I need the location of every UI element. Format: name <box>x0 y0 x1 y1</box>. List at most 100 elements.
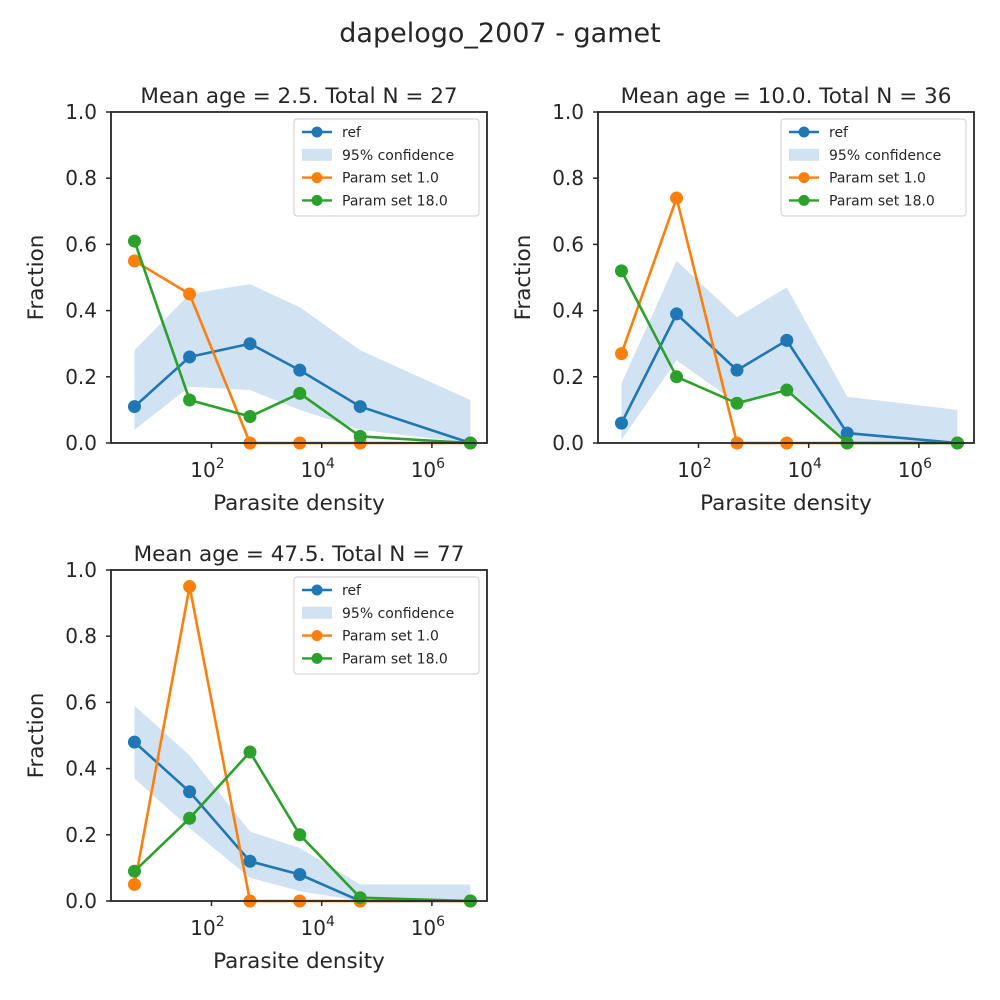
legend-marker <box>798 126 810 138</box>
legend-marker <box>798 172 810 184</box>
chart-panel-3: 0.0 0.2 0.4 0.6 0.8 1.0 102 104 106 Mean age = 47… <box>24 542 488 974</box>
data-point-p18 <box>353 429 367 443</box>
legend-marker <box>311 652 323 664</box>
legend-marker <box>311 584 323 596</box>
legend-label: Param set 18.0 <box>342 651 448 667</box>
data-point-ref <box>293 868 307 882</box>
confidence-band <box>621 260 958 443</box>
data-point-ref <box>127 735 141 749</box>
data-point-ref <box>614 416 628 430</box>
y-tick-label: 0.8 <box>65 166 97 190</box>
data-point-p18 <box>730 396 744 410</box>
panel-title: Mean age = 10.0. Total N = 36 <box>621 84 952 109</box>
legend-patch <box>302 148 332 161</box>
confidence-band <box>134 284 471 443</box>
data-point-p1 <box>127 254 141 268</box>
data-point-p18 <box>780 383 794 397</box>
chart-panels: 0.0 0.2 0.4 0.6 0.8 1.0 102 104 106 Mean age = 2.… <box>24 84 975 974</box>
axes-frame <box>110 111 488 444</box>
legend-marker <box>798 194 810 206</box>
data-point-p18 <box>293 386 307 400</box>
data-point-p1 <box>670 191 684 205</box>
x-tick-label: 102 <box>190 914 224 940</box>
x-tick-label: 102 <box>190 456 224 482</box>
panel-title: Mean age = 2.5. Total N = 27 <box>140 84 457 109</box>
data-point-p1 <box>183 580 197 594</box>
y-tick-label: 1.0 <box>552 100 584 124</box>
chart-panel-2: 0.0 0.2 0.4 0.6 0.8 1.0 102 104 106 Mean age = 10… <box>511 84 975 516</box>
x-tick-label: 102 <box>677 456 711 482</box>
data-point-ref <box>353 400 367 414</box>
figure-title: dapelogo_2007 - gamet <box>339 18 660 49</box>
panel-title: Mean age = 47.5. Total N = 77 <box>134 542 465 567</box>
legend-patch <box>789 148 819 161</box>
legend-label: Param set 1.0 <box>342 171 439 187</box>
data-point-p18 <box>614 264 628 278</box>
legend: ref 95% confidence Param set 1.0 Param set … <box>293 118 480 217</box>
data-point-p18 <box>293 828 307 842</box>
x-axis-label: Parasite density <box>213 491 385 516</box>
y-tick-label: 0.2 <box>552 365 584 389</box>
series-line-p18 <box>133 749 471 903</box>
legend-label: Param set 18.0 <box>342 193 448 209</box>
y-tick-label: 0.2 <box>65 823 97 847</box>
data-point-p18 <box>183 393 197 407</box>
x-tick-label: 104 <box>301 914 335 940</box>
legend-patch <box>302 606 332 619</box>
y-tick-label: 0.6 <box>65 690 97 714</box>
legend: ref 95% confidence Param set 1.0 Param set … <box>293 576 480 675</box>
data-point-ref <box>183 350 197 364</box>
data-point-ref <box>183 785 197 799</box>
data-point-ref <box>840 426 854 440</box>
x-axis-label: Parasite density <box>213 949 385 974</box>
legend-label: 95% confidence <box>342 606 454 622</box>
legend-label: ref <box>342 583 362 599</box>
data-point-p1 <box>183 287 197 301</box>
legend-marker <box>311 172 323 184</box>
y-tick-label: 0.2 <box>65 365 97 389</box>
axes-frame <box>110 569 488 902</box>
legend-label: Param set 1.0 <box>342 629 439 645</box>
x-tick-label: 104 <box>788 456 822 482</box>
y-tick-label: 0.4 <box>65 299 97 323</box>
y-axis-label: Fraction <box>511 235 536 321</box>
legend-label: 95% confidence <box>342 148 454 164</box>
legend-frame <box>780 118 967 217</box>
data-point-p18 <box>183 811 197 825</box>
y-tick-label: 1.0 <box>65 558 97 582</box>
y-tick-label: 0.0 <box>65 431 97 455</box>
y-axis-label: Fraction <box>24 693 49 779</box>
legend-label: Param set 18.0 <box>829 193 935 209</box>
data-point-ref <box>780 333 794 347</box>
x-tick-label: 106 <box>898 456 932 482</box>
data-point-p18 <box>243 410 257 424</box>
data-point-ref <box>243 337 257 351</box>
data-point-p18 <box>670 370 684 384</box>
y-tick-label: 0.6 <box>65 232 97 256</box>
y-axis-label: Fraction <box>24 235 49 321</box>
y-tick-label: 0.0 <box>552 431 584 455</box>
data-point-p1 <box>127 877 141 891</box>
y-tick-label: 0.6 <box>552 232 584 256</box>
legend-frame <box>293 576 480 675</box>
y-tick-label: 0.8 <box>65 624 97 648</box>
data-point-p18 <box>353 891 367 905</box>
data-point-p1 <box>614 347 628 361</box>
data-point-p18 <box>127 234 141 248</box>
x-axis-label: Parasite density <box>700 491 872 516</box>
x-tick-label: 106 <box>411 456 445 482</box>
legend-label: 95% confidence <box>829 148 941 164</box>
x-tick-label: 104 <box>301 456 335 482</box>
series-line-p18 <box>133 240 471 445</box>
legend: ref 95% confidence Param set 1.0 Param set … <box>780 118 967 217</box>
chart-panel-1: 0.0 0.2 0.4 0.6 0.8 1.0 102 104 106 Mean age = 2.… <box>24 84 488 516</box>
legend-label: ref <box>829 125 849 141</box>
y-tick-label: 0.4 <box>552 299 584 323</box>
data-point-ref <box>243 854 257 868</box>
y-tick-label: 0.8 <box>552 166 584 190</box>
x-tick-label: 106 <box>411 914 445 940</box>
data-point-ref <box>670 307 684 321</box>
axes-frame <box>597 111 975 444</box>
data-point-p18 <box>127 864 141 878</box>
